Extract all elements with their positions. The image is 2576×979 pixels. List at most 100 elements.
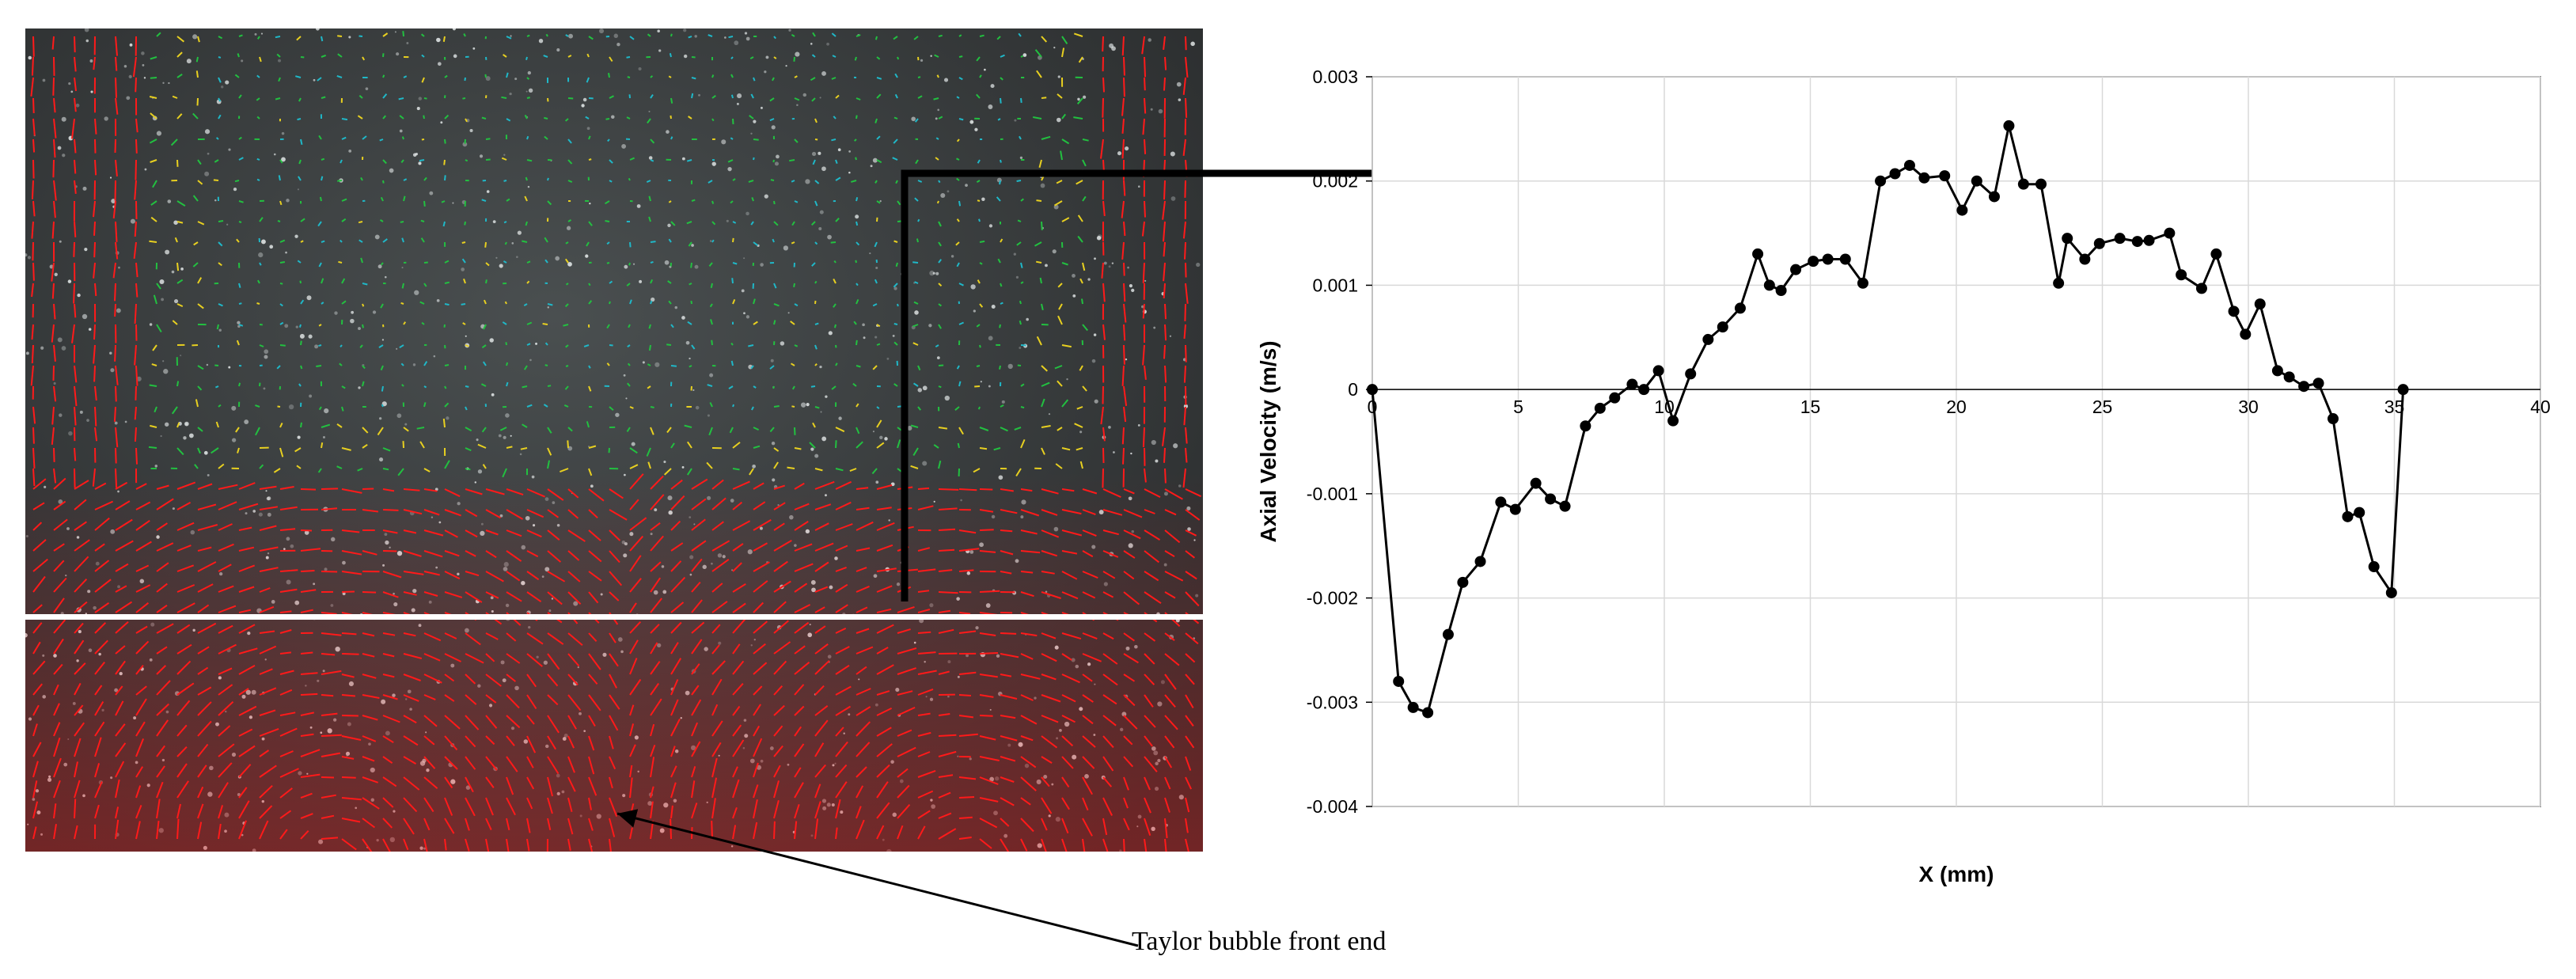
bubble-front-caption: Taylor bubble front end — [1132, 927, 1386, 956]
velocity-vector — [753, 445, 761, 449]
tracer-particle — [75, 103, 80, 108]
tracer-particle — [771, 442, 776, 446]
velocity-vector — [773, 780, 780, 799]
velocity-vector — [1102, 529, 1119, 536]
velocity-vector — [176, 724, 188, 737]
velocity-vector — [1000, 838, 1010, 852]
velocity-vector — [382, 447, 391, 452]
velocity-vector — [670, 495, 685, 510]
velocity-vector — [544, 135, 548, 140]
velocity-vector — [485, 488, 505, 495]
velocity-vector — [1020, 262, 1023, 268]
velocity-vector — [897, 605, 915, 613]
tracer-particle — [124, 420, 127, 423]
velocity-vector — [691, 766, 696, 778]
velocity-vector — [135, 564, 150, 572]
velocity-vector — [423, 468, 431, 472]
velocity-vector — [238, 503, 259, 510]
velocity-vector — [238, 705, 257, 716]
tracer-particle — [1052, 249, 1057, 254]
velocity-vector — [588, 221, 593, 226]
velocity-vector — [135, 541, 152, 552]
tracer-particle — [811, 151, 817, 157]
velocity-vector — [115, 427, 119, 448]
data-point — [2176, 269, 2187, 281]
velocity-vector — [279, 303, 283, 307]
velocity-vector — [32, 200, 36, 217]
velocity-vector — [1082, 715, 1094, 725]
data-point — [1393, 675, 1405, 687]
velocity-vector — [195, 399, 199, 408]
velocity-vector — [794, 482, 805, 490]
velocity-vector — [444, 175, 446, 181]
velocity-vector — [689, 365, 692, 368]
velocity-vector — [628, 324, 631, 328]
tracer-particle — [935, 271, 939, 275]
velocity-vector — [973, 468, 981, 473]
tracer-particle — [589, 202, 591, 205]
velocity-vector — [588, 735, 595, 751]
velocity-vector — [876, 159, 882, 164]
velocity-vector — [1058, 303, 1063, 310]
velocity-vector — [1123, 571, 1135, 580]
velocity-vector — [814, 280, 818, 284]
velocity-vector — [1164, 488, 1183, 500]
tracer-particle — [940, 192, 946, 199]
velocity-vector — [711, 118, 715, 122]
data-point — [1903, 159, 1915, 171]
tracer-particle — [412, 363, 416, 366]
velocity-vector — [1144, 735, 1153, 747]
velocity-vector — [499, 427, 507, 431]
tracer-particle — [917, 388, 923, 393]
velocity-vector — [876, 77, 882, 80]
velocity-vector — [1142, 118, 1145, 135]
tracer-particle — [269, 245, 274, 249]
velocity-vector — [956, 139, 960, 142]
velocity-vector — [933, 444, 939, 449]
tracer-particle — [308, 334, 313, 339]
tracer-particle — [254, 32, 257, 36]
velocity-vector — [917, 218, 920, 222]
measurement-line — [25, 614, 1203, 620]
velocity-vector — [1144, 488, 1161, 498]
x-tick-label: 15 — [1800, 397, 1821, 417]
data-point — [1422, 707, 1434, 719]
velocity-vector — [296, 465, 302, 469]
tracer-particle — [396, 413, 402, 419]
velocity-vector — [938, 591, 958, 594]
velocity-vector — [156, 582, 168, 593]
velocity-vector — [1041, 488, 1059, 495]
velocity-vector — [53, 139, 56, 158]
velocity-vector — [729, 427, 734, 434]
velocity-vector — [773, 725, 783, 737]
velocity-vector — [938, 628, 954, 634]
velocity-vector — [650, 494, 665, 510]
velocity-vector — [465, 776, 474, 793]
tracer-particle — [1190, 41, 1195, 47]
velocity-vector — [876, 419, 882, 428]
velocity-vector — [732, 705, 741, 716]
velocity-vector — [94, 721, 105, 737]
velocity-vector — [485, 756, 498, 771]
tracer-particle — [745, 211, 749, 216]
tracer-particle — [615, 412, 620, 417]
velocity-vector — [94, 700, 104, 716]
velocity-vector — [1020, 715, 1038, 725]
velocity-vector — [94, 763, 101, 778]
velocity-vector — [794, 543, 813, 552]
velocity-vector — [1081, 298, 1083, 305]
velocity-vector — [51, 324, 55, 343]
velocity-vector — [53, 598, 65, 613]
velocity-vector — [627, 382, 631, 387]
velocity-vector — [465, 529, 478, 538]
velocity-vector — [444, 550, 460, 557]
data-point — [1580, 420, 1592, 432]
velocity-vector — [732, 660, 745, 675]
tracer-particle — [928, 324, 932, 328]
tracer-particle — [884, 437, 888, 441]
velocity-vector — [321, 653, 336, 656]
data-point — [1763, 279, 1775, 291]
velocity-vector — [32, 622, 43, 634]
velocity-vector — [588, 653, 601, 670]
tracer-particle — [173, 298, 179, 304]
